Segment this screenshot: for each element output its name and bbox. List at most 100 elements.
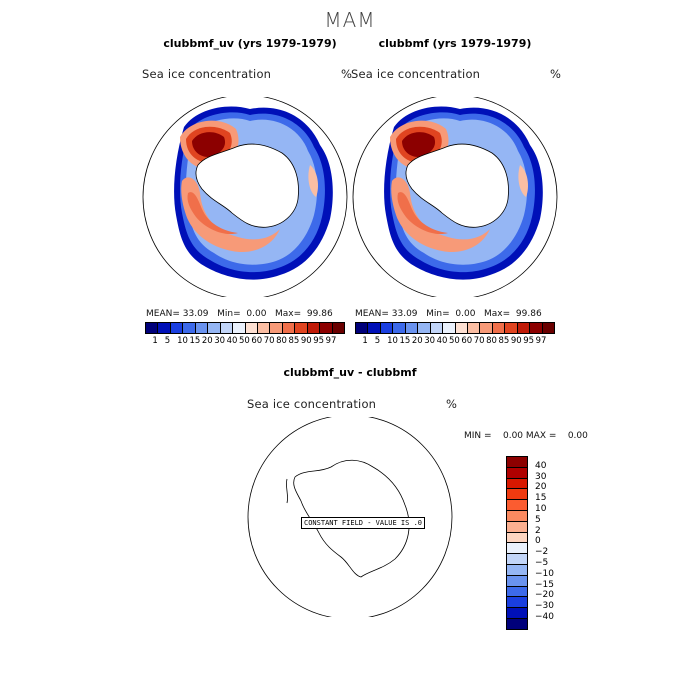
colorbar-tick-label: 80	[486, 336, 497, 346]
colorbar-tick-label: 30	[424, 336, 436, 346]
panel-2-colorbar-labels: 1 5 10 15 20 30 40 50 60 70 80 85 90 95 97	[355, 336, 553, 348]
colorbar-tick-label: 10	[387, 336, 398, 346]
colorbar-tick-label: 5	[164, 336, 171, 346]
colorbar-swatch	[220, 323, 234, 333]
diff-colorbar-tick-label: −5	[535, 558, 549, 568]
colorbar-swatch	[530, 323, 543, 333]
colorbar-tick-label: 20	[201, 336, 213, 346]
panel-1-max-label: Max=	[275, 309, 302, 319]
colorbar-tick-label: 40	[226, 336, 238, 346]
colorbar-tick-label: 40	[436, 336, 448, 346]
diff-colorbar-tick-label: −15	[535, 579, 554, 590]
colorbar-tick-label: 10	[177, 336, 188, 346]
panel-2-mean-label: MEAN=	[355, 309, 389, 319]
diff-colorbar-swatch	[507, 554, 527, 565]
diff-colorbar-swatch	[507, 564, 527, 576]
main-title: MAM	[324, 8, 376, 32]
colorbar-tick-label: 20	[411, 336, 423, 346]
diff-colorbar-tick-label: −30	[535, 601, 554, 612]
colorbar-swatch	[245, 323, 258, 333]
panel-2-sea-ice-field	[384, 106, 543, 280]
panel-1-min-label: Min=	[217, 309, 241, 319]
colorbar-tick-label: 70	[473, 336, 485, 346]
colorbar-tick-label: 1	[152, 336, 158, 346]
diff-colorbar-swatch	[507, 489, 527, 501]
colorbar-swatch	[443, 323, 456, 333]
colorbar-swatch	[257, 323, 271, 333]
colorbar-swatch	[307, 323, 321, 333]
constant-field-label: CONSTANT FIELD - VALUE IS .0	[301, 517, 426, 529]
colorbar-tick-label: 30	[214, 336, 226, 346]
diff-colorbar-swatch	[507, 521, 527, 533]
diff-panel-stats: MIN = 0.00 MAX = 0.00	[464, 431, 588, 441]
colorbar-swatch	[467, 323, 481, 333]
diff-colorbar-swatch	[507, 597, 527, 609]
diff-colorbar-swatch	[507, 532, 527, 544]
colorbar-tick-label: 15	[189, 336, 201, 346]
diff-panel-title: clubbmf_uv - clubbmf	[283, 366, 417, 379]
colorbar-tick-label: 1	[362, 336, 368, 346]
colorbar-tick-label: 97	[325, 336, 337, 346]
panel-1-colorbar-labels: 1 5 10 15 20 30 40 50 60 70 80 85 90 95 97	[145, 336, 343, 348]
colorbar-tick-label: 60	[461, 336, 473, 346]
colorbar-swatch	[233, 323, 246, 333]
colorbar-swatch	[430, 323, 444, 333]
diff-colorbar-swatch	[507, 618, 527, 629]
colorbar-swatch	[170, 323, 184, 333]
diff-colorbar-tick-label: −20	[535, 590, 554, 601]
colorbar-swatch	[146, 323, 159, 333]
colorbar-swatch	[282, 323, 296, 333]
panel-2-colorbar	[355, 322, 555, 334]
colorbar-swatch	[195, 323, 209, 333]
panel-2-title: clubbmf (yrs 1979-1979)	[378, 37, 532, 50]
diff-colorbar-tick-label: 0	[535, 536, 541, 547]
colorbar-swatch	[405, 323, 419, 333]
colorbar-swatch	[295, 323, 308, 333]
colorbar-tick-label: 95	[523, 336, 535, 346]
diff-colorbar-labels: 40 30 20 15 10 5 2 0 −2 −5 −10 −15 −20 −30 −40	[535, 456, 575, 632]
panel-2-min-label: Min=	[426, 309, 450, 319]
diff-panel-field-label: Sea ice concentration	[247, 397, 377, 411]
panel-2-field-label: Sea ice concentration	[351, 67, 481, 81]
diff-colorbar-swatch	[507, 586, 527, 598]
diff-colorbar-swatch	[507, 575, 527, 587]
colorbar-tick-label: 85	[498, 336, 510, 346]
colorbar-swatch	[517, 323, 531, 333]
panel-1-colorbar	[145, 322, 345, 334]
diff-colorbar-tick-label: 30	[535, 471, 547, 482]
panel-1-mean-value: 33.09	[182, 309, 209, 319]
diff-colorbar	[506, 456, 528, 630]
colorbar-swatch	[356, 323, 369, 333]
diff-colorbar-tick-label: 15	[535, 493, 547, 504]
panel-1-max-value: 99.86	[306, 309, 333, 319]
colorbar-tick-label: 70	[263, 336, 275, 346]
panel-2-stats: MEAN= 33.09 Min= 0.00 Max= 99.86	[355, 309, 542, 319]
colorbar-swatch	[393, 323, 406, 333]
diff-colorbar-swatch	[507, 467, 527, 479]
diff-colorbar-tick-label: 20	[535, 482, 547, 493]
diff-panel-units: %	[446, 397, 458, 411]
colorbar-tick-label: 5	[374, 336, 381, 346]
colorbar-tick-label: 97	[535, 336, 547, 346]
colorbar-swatch	[380, 323, 394, 333]
panel-2-units: %	[550, 67, 562, 81]
panel-2-mean-value: 33.09	[391, 309, 418, 319]
colorbar-swatch	[418, 323, 431, 333]
colorbar-swatch	[332, 323, 344, 333]
colorbar-tick-label: 15	[399, 336, 411, 346]
panel-1-sea-ice-field	[174, 106, 333, 280]
colorbar-swatch	[368, 323, 381, 333]
colorbar-swatch	[270, 323, 283, 333]
panel-1-units: %	[341, 67, 353, 81]
diff-colorbar-swatch	[507, 543, 527, 555]
diff-colorbar-swatch	[507, 457, 527, 468]
colorbar-swatch	[492, 323, 506, 333]
panel-2-max-value: 99.86	[515, 309, 542, 319]
diff-colorbar-tick-label: 2	[535, 525, 541, 536]
colorbar-tick-label: 95	[313, 336, 325, 346]
colorbar-swatch	[505, 323, 518, 333]
panel-1-title: clubbmf_uv (yrs 1979-1979)	[163, 37, 337, 50]
panel-1-mean-label: MEAN=	[146, 309, 180, 319]
colorbar-tick-label: 85	[288, 336, 300, 346]
colorbar-tick-label: 60	[251, 336, 263, 346]
